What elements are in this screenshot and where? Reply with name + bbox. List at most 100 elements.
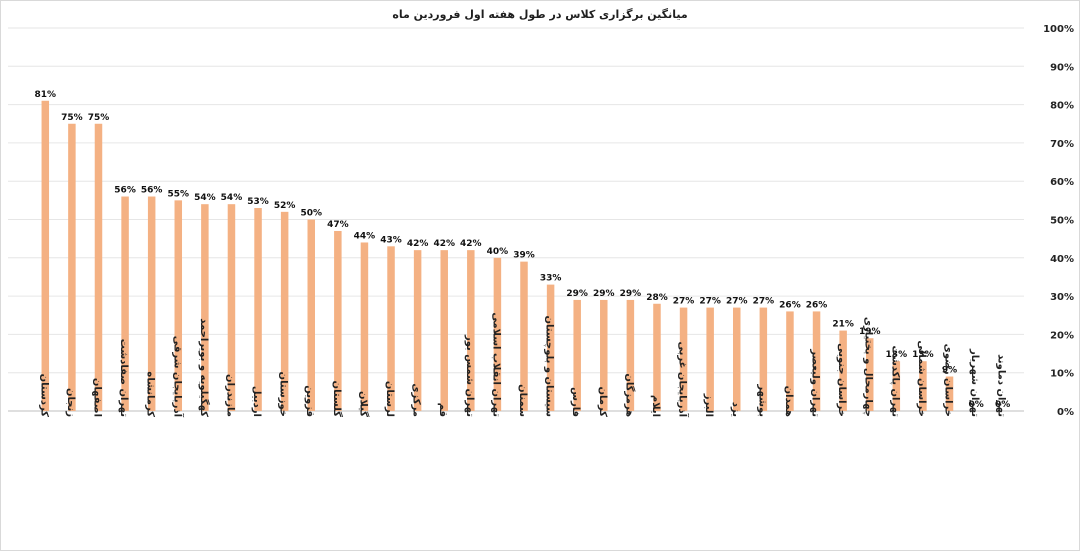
- category-label: خراسان رضوی: [943, 344, 954, 417]
- data-label: 75%: [88, 113, 110, 123]
- bar: [786, 311, 794, 411]
- data-label: 81%: [35, 90, 57, 100]
- data-label: 9%: [942, 366, 957, 376]
- data-label: 27%: [699, 297, 721, 307]
- category-label: قزوین: [304, 385, 315, 417]
- y-tick-label: 70%: [1050, 139, 1074, 150]
- bar: [945, 376, 954, 411]
- bar: [387, 246, 395, 411]
- bar: [307, 219, 315, 411]
- category-label: همدان: [783, 386, 794, 417]
- bar: [280, 211, 289, 411]
- category-label: بوشهر: [756, 383, 767, 417]
- category-label: لرستان: [384, 381, 395, 417]
- category-label: چهارمحال و بختیاری: [863, 317, 874, 417]
- bar: [413, 250, 422, 411]
- category-label: مازندران: [224, 374, 235, 417]
- data-label: 47%: [327, 220, 349, 230]
- bar: [865, 338, 874, 411]
- category-label: گیلان: [357, 391, 370, 417]
- data-label: 27%: [673, 297, 695, 307]
- data-label: 40%: [487, 247, 509, 257]
- category-label: کرمانشاه: [145, 371, 156, 417]
- y-tick-label: 50%: [1050, 216, 1074, 227]
- data-label: 44%: [354, 231, 376, 241]
- category-label: تهران شمس بور: [464, 334, 475, 417]
- bar: [147, 196, 156, 411]
- data-label: 55%: [167, 189, 189, 199]
- bar: [546, 284, 555, 411]
- bar: [201, 204, 209, 411]
- y-axis-ticks: 0% 10% 20% 30% 40% 50% 60% 70% 80% 90% 100%: [1043, 24, 1074, 418]
- bar: [41, 100, 50, 412]
- data-label: 50%: [300, 209, 322, 219]
- category-label: کردستان: [38, 374, 49, 418]
- category-label: کرمان: [597, 386, 608, 417]
- data-label: 54%: [221, 193, 243, 203]
- data-label: 53%: [247, 197, 269, 207]
- data-label: 42%: [460, 239, 482, 249]
- y-tick-label: 60%: [1050, 177, 1074, 188]
- bar: [227, 204, 236, 411]
- bar: [493, 257, 502, 411]
- bar: [733, 307, 741, 411]
- category-label: اصفهان: [91, 378, 102, 417]
- bar: [360, 242, 369, 411]
- bar: [812, 311, 821, 411]
- category-label: آذربایجان شرقی: [171, 336, 184, 418]
- data-label: 26%: [806, 300, 828, 310]
- data-label: 21%: [832, 320, 854, 330]
- data-label: 0%: [968, 400, 983, 410]
- data-label: 29%: [566, 289, 588, 299]
- y-tick-label: 40%: [1050, 254, 1074, 265]
- data-label: 42%: [433, 239, 455, 249]
- category-label: خراسان شمالی: [916, 340, 927, 417]
- category-label: تهران صفادشت: [118, 339, 129, 417]
- category-label: ایلام: [650, 395, 661, 417]
- bar: [573, 299, 581, 411]
- bar: [679, 307, 688, 411]
- bar: [68, 123, 76, 411]
- bar: [94, 123, 103, 411]
- bar: [334, 230, 342, 411]
- data-label: 56%: [141, 186, 163, 196]
- data-label: 56%: [114, 186, 136, 196]
- category-label: مرکزی: [411, 383, 422, 417]
- bar: [600, 299, 608, 411]
- bar: [520, 261, 528, 411]
- y-tick-label: 10%: [1050, 369, 1074, 380]
- bars: [41, 100, 954, 412]
- data-label: 27%: [726, 297, 748, 307]
- data-label: 43%: [380, 235, 402, 245]
- data-label: 28%: [646, 293, 668, 303]
- data-label: 33%: [540, 274, 562, 284]
- data-label: 39%: [513, 251, 535, 261]
- bar: [892, 361, 901, 411]
- category-label: تهران شهریار: [969, 348, 980, 417]
- category-label: خراسان جنوبی: [836, 343, 847, 417]
- category-label: تهران دماوند: [996, 354, 1007, 417]
- chart-title: میانگین برگزاری کلاس در طول هفته اول فرو…: [392, 8, 688, 21]
- category-label: گلستان: [331, 381, 344, 418]
- data-label: 52%: [274, 201, 296, 211]
- bar: [121, 196, 129, 411]
- data-label: 42%: [407, 239, 429, 249]
- data-label: 29%: [593, 289, 615, 299]
- category-label: تهران انقلاب اسلامی: [490, 312, 501, 417]
- data-label: 26%: [779, 300, 801, 310]
- bar: [254, 208, 262, 411]
- data-label: 54%: [194, 193, 216, 203]
- category-label: یزد: [730, 402, 741, 417]
- y-tick-label: 100%: [1043, 24, 1074, 35]
- data-label: 13%: [912, 350, 934, 360]
- category-label: فارس: [570, 387, 581, 417]
- bar: [440, 250, 448, 411]
- category-label: سمنان: [517, 384, 528, 417]
- category-label: البرز: [703, 393, 714, 417]
- category-label: هرمزگان: [623, 373, 636, 417]
- y-tick-label: 30%: [1050, 292, 1074, 303]
- data-label: 13%: [886, 350, 908, 360]
- y-tick-label: 0%: [1057, 407, 1074, 418]
- bar: [919, 361, 927, 411]
- bar: [706, 307, 714, 411]
